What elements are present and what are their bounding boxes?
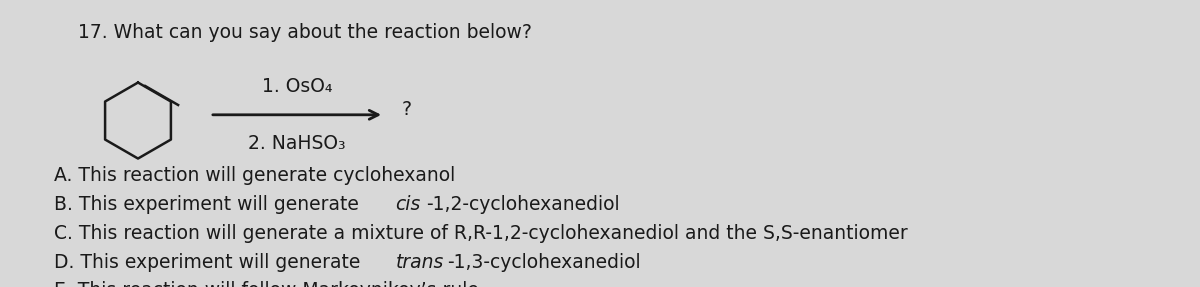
Text: 17. What can you say about the reaction below?: 17. What can you say about the reaction … (78, 23, 532, 42)
Text: -1,2-cyclohexanediol: -1,2-cyclohexanediol (427, 195, 620, 214)
Text: C. This reaction will generate a mixture of R,R-1,2-cyclohexanediol and the S,S-: C. This reaction will generate a mixture… (54, 224, 907, 243)
Text: D. This experiment will generate: D. This experiment will generate (54, 253, 366, 272)
Text: B. This experiment will generate: B. This experiment will generate (54, 195, 365, 214)
Text: trans: trans (396, 253, 444, 272)
Text: A. This reaction will generate cyclohexanol: A. This reaction will generate cyclohexa… (54, 166, 455, 185)
Text: 2. NaHSO₃: 2. NaHSO₃ (248, 134, 346, 153)
Text: 1. OsO₄: 1. OsO₄ (262, 77, 332, 96)
Text: ?: ? (402, 100, 412, 119)
Text: -1,3-cyclohexanediol: -1,3-cyclohexanediol (448, 253, 641, 272)
Text: E. This reaction will follow Markovnikov’s rule: E. This reaction will follow Markovnikov… (54, 281, 479, 287)
Text: cis: cis (396, 195, 421, 214)
